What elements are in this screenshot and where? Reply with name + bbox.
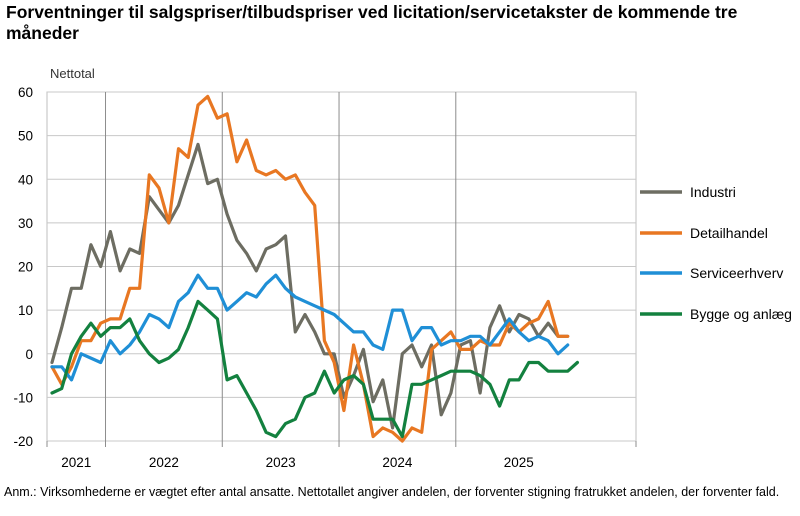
x-tick-label: 2024 bbox=[382, 455, 413, 470]
grid bbox=[46, 91, 637, 442]
x-tick-label: 2021 bbox=[61, 455, 91, 470]
y-tick-label: -10 bbox=[13, 390, 33, 405]
x-tick-label: 2025 bbox=[504, 455, 534, 470]
footnote: Anm.: Virksomhederne er vægtet efter ant… bbox=[4, 485, 780, 499]
x-tick-label: 2022 bbox=[149, 455, 179, 470]
series-line-bygge-og-anlæg bbox=[50, 299, 580, 439]
y-tick-label: 50 bbox=[18, 129, 33, 144]
legend: Industri Detailhandel Serviceerhverv Bygge … bbox=[640, 184, 792, 322]
legend-label: Serviceerhverv bbox=[690, 265, 783, 281]
series-line-detailhandel bbox=[50, 94, 570, 443]
y-tick-label: 40 bbox=[18, 172, 33, 187]
y-tick-label: 10 bbox=[18, 303, 33, 318]
y-tick-label: 30 bbox=[18, 216, 33, 231]
y-axis-label: Nettotal bbox=[50, 66, 95, 81]
y-tick-label: 20 bbox=[18, 260, 33, 275]
y-tick-label: 0 bbox=[25, 347, 33, 362]
x-tick-label: 2023 bbox=[266, 455, 296, 470]
legend-label: Bygge og anlæg bbox=[690, 306, 792, 322]
y-tick-label: 60 bbox=[18, 85, 33, 100]
chart-title: Forventninger til salgspriser/tilbudspri… bbox=[6, 2, 738, 43]
legend-label: Detailhandel bbox=[690, 225, 768, 241]
series-lines bbox=[50, 94, 580, 443]
y-tick-label: -20 bbox=[13, 434, 33, 449]
axes: 60 50 40 30 20 10 0 -10 -20 2021 2022 2023 2024 2025 bbox=[13, 85, 637, 470]
series-line-industri bbox=[50, 142, 570, 430]
legend-label: Industri bbox=[690, 184, 736, 200]
